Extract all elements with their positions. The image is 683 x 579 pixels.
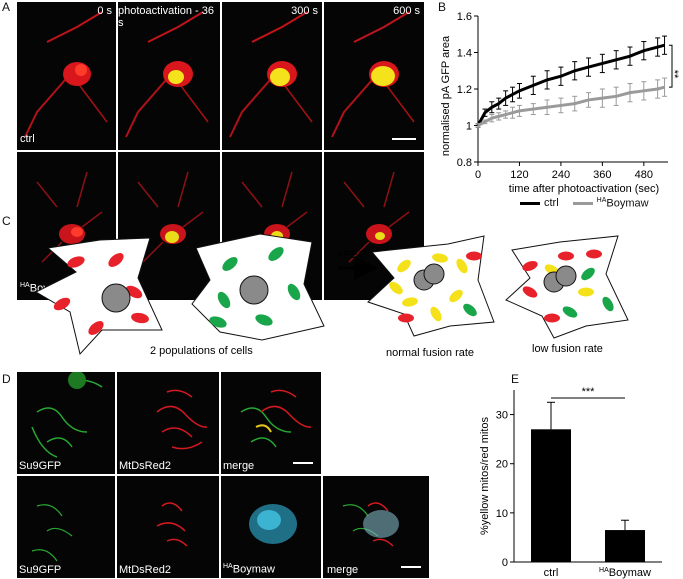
x-tick-label: 240 [552,169,570,181]
significance-marker: ** [668,70,680,79]
cell-red-population [34,237,163,356]
cell-normal-fusion [367,235,495,337]
micrograph-ctrl-0s: 0 s ctrl [17,2,116,150]
x-tick-label: 360 [593,169,611,181]
legend-swatch-ctrl [520,201,540,205]
timepoint-label: 0 s [97,5,112,17]
x-axis-label: time after photoactivation (sec) [509,183,659,195]
micrograph-mtdsred2: MtDsRed2 [117,372,219,474]
channel-label: Su9GFP [19,460,62,472]
scale-bar [293,462,313,464]
y-tick-label: 10 [496,508,508,520]
micrograph-merge: merge [221,372,321,474]
series-boymaw [475,77,668,128]
x-tick-label: HABoymaw [599,567,651,579]
legend-label-boymaw: HABoymaw [596,197,649,210]
micrograph-boymaw: HABoymaw [221,476,321,578]
fusion-assay-diagram: +PEG 2 populations of cells normal fusio… [34,233,629,359]
caption-low-fusion: low fusion rate [532,343,603,355]
row-label-ctrl: ctrl [20,133,35,145]
channel-label: merge [327,564,359,576]
significance-marker: *** [582,386,596,398]
channel-label: merge [223,460,255,472]
scale-bar [401,566,421,568]
mito-image [156,502,188,547]
micrograph-su9gfp: Su9GFP [17,372,115,474]
mito-image [31,504,73,562]
y-tick-label: 1 [466,121,472,133]
legend-label-ctrl: ctrl [544,197,559,210]
line-chart: 0.8 1 1.2 1.4 1.6 0 120 240 360 480 normalised pA… [440,11,680,195]
y-tick-label: 20 [496,459,508,471]
micrograph-mtdsred2: MtDsRed2 [117,476,219,578]
y-tick-label: 30 [496,410,508,422]
micrograph-ctrl-photoactivation: photoactivation - 36 s [118,2,220,150]
x-tick-label: 480 [635,169,653,181]
x-tick-label: 0 [475,169,481,181]
channel-label: MtDsRed2 [119,564,171,576]
micrograph-ctrl-600s: 600 s [324,2,424,150]
series-line [476,43,665,127]
panel-label-e: E [511,372,520,386]
channel-label: HABoymaw [223,563,275,576]
timepoint-label: 300 s [291,5,318,17]
y-tick-label: 0.8 [457,157,472,169]
x-tick-label: ctrl [544,567,559,579]
micrograph-merge: merge [323,476,429,578]
significance-bracket [669,44,673,88]
legend-swatch-boymaw [572,201,593,205]
y-tick-label: 1.6 [457,11,472,23]
panel-label-d: D [2,372,11,386]
y-axis-label: normalised pA GFP area [440,35,452,156]
mito-image [240,389,312,448]
mito-image [249,504,297,544]
chart-legend: ctrl HABoymaw [520,197,649,210]
mito-image [156,389,208,450]
scale-bar [392,138,416,140]
mito-image [342,502,399,547]
cell-image [24,11,108,138]
channel-label: MtDsRed2 [119,460,171,472]
timepoint-label: 600 s [393,5,420,17]
x-tick-label: 120 [510,169,528,181]
y-tick-label: 0 [502,557,508,569]
bar-ctrl [531,429,571,562]
caption-normal-fusion: normal fusion rate [386,347,474,359]
cell-image [343,171,410,263]
y-axis-label: %yellow mitos/red mitos [479,417,491,535]
cell-image [229,11,313,138]
y-tick-label: 1.2 [457,84,472,96]
channel-label: Su9GFP [19,564,62,576]
bar-chart: 0 10 20 30 *** ctrl HABoymaw %yellow mitos/re… [479,386,662,579]
mito-image [31,372,103,458]
panel-label-a: A [2,0,11,14]
series-ctrl [475,35,668,128]
caption-populations: 2 populations of cells [150,345,253,357]
peg-label: +PEG [337,249,367,261]
cell-image [137,171,204,263]
micrograph-su9gfp: Su9GFP [17,476,115,578]
series-line [477,85,665,127]
panel-label-c: C [2,214,11,228]
bar-boymaw [605,530,645,562]
timepoint-label: photoactivation - 36 s [118,5,215,29]
cell-image [36,171,103,263]
micrograph-ctrl-300s: 300 s [222,2,322,150]
cell-image [331,11,415,138]
panel-label-b: B [438,0,447,14]
y-tick-label: 1.4 [457,48,472,60]
cell-green-population [191,233,325,341]
cell-image [125,11,209,138]
cell-low-fusion [505,235,629,339]
